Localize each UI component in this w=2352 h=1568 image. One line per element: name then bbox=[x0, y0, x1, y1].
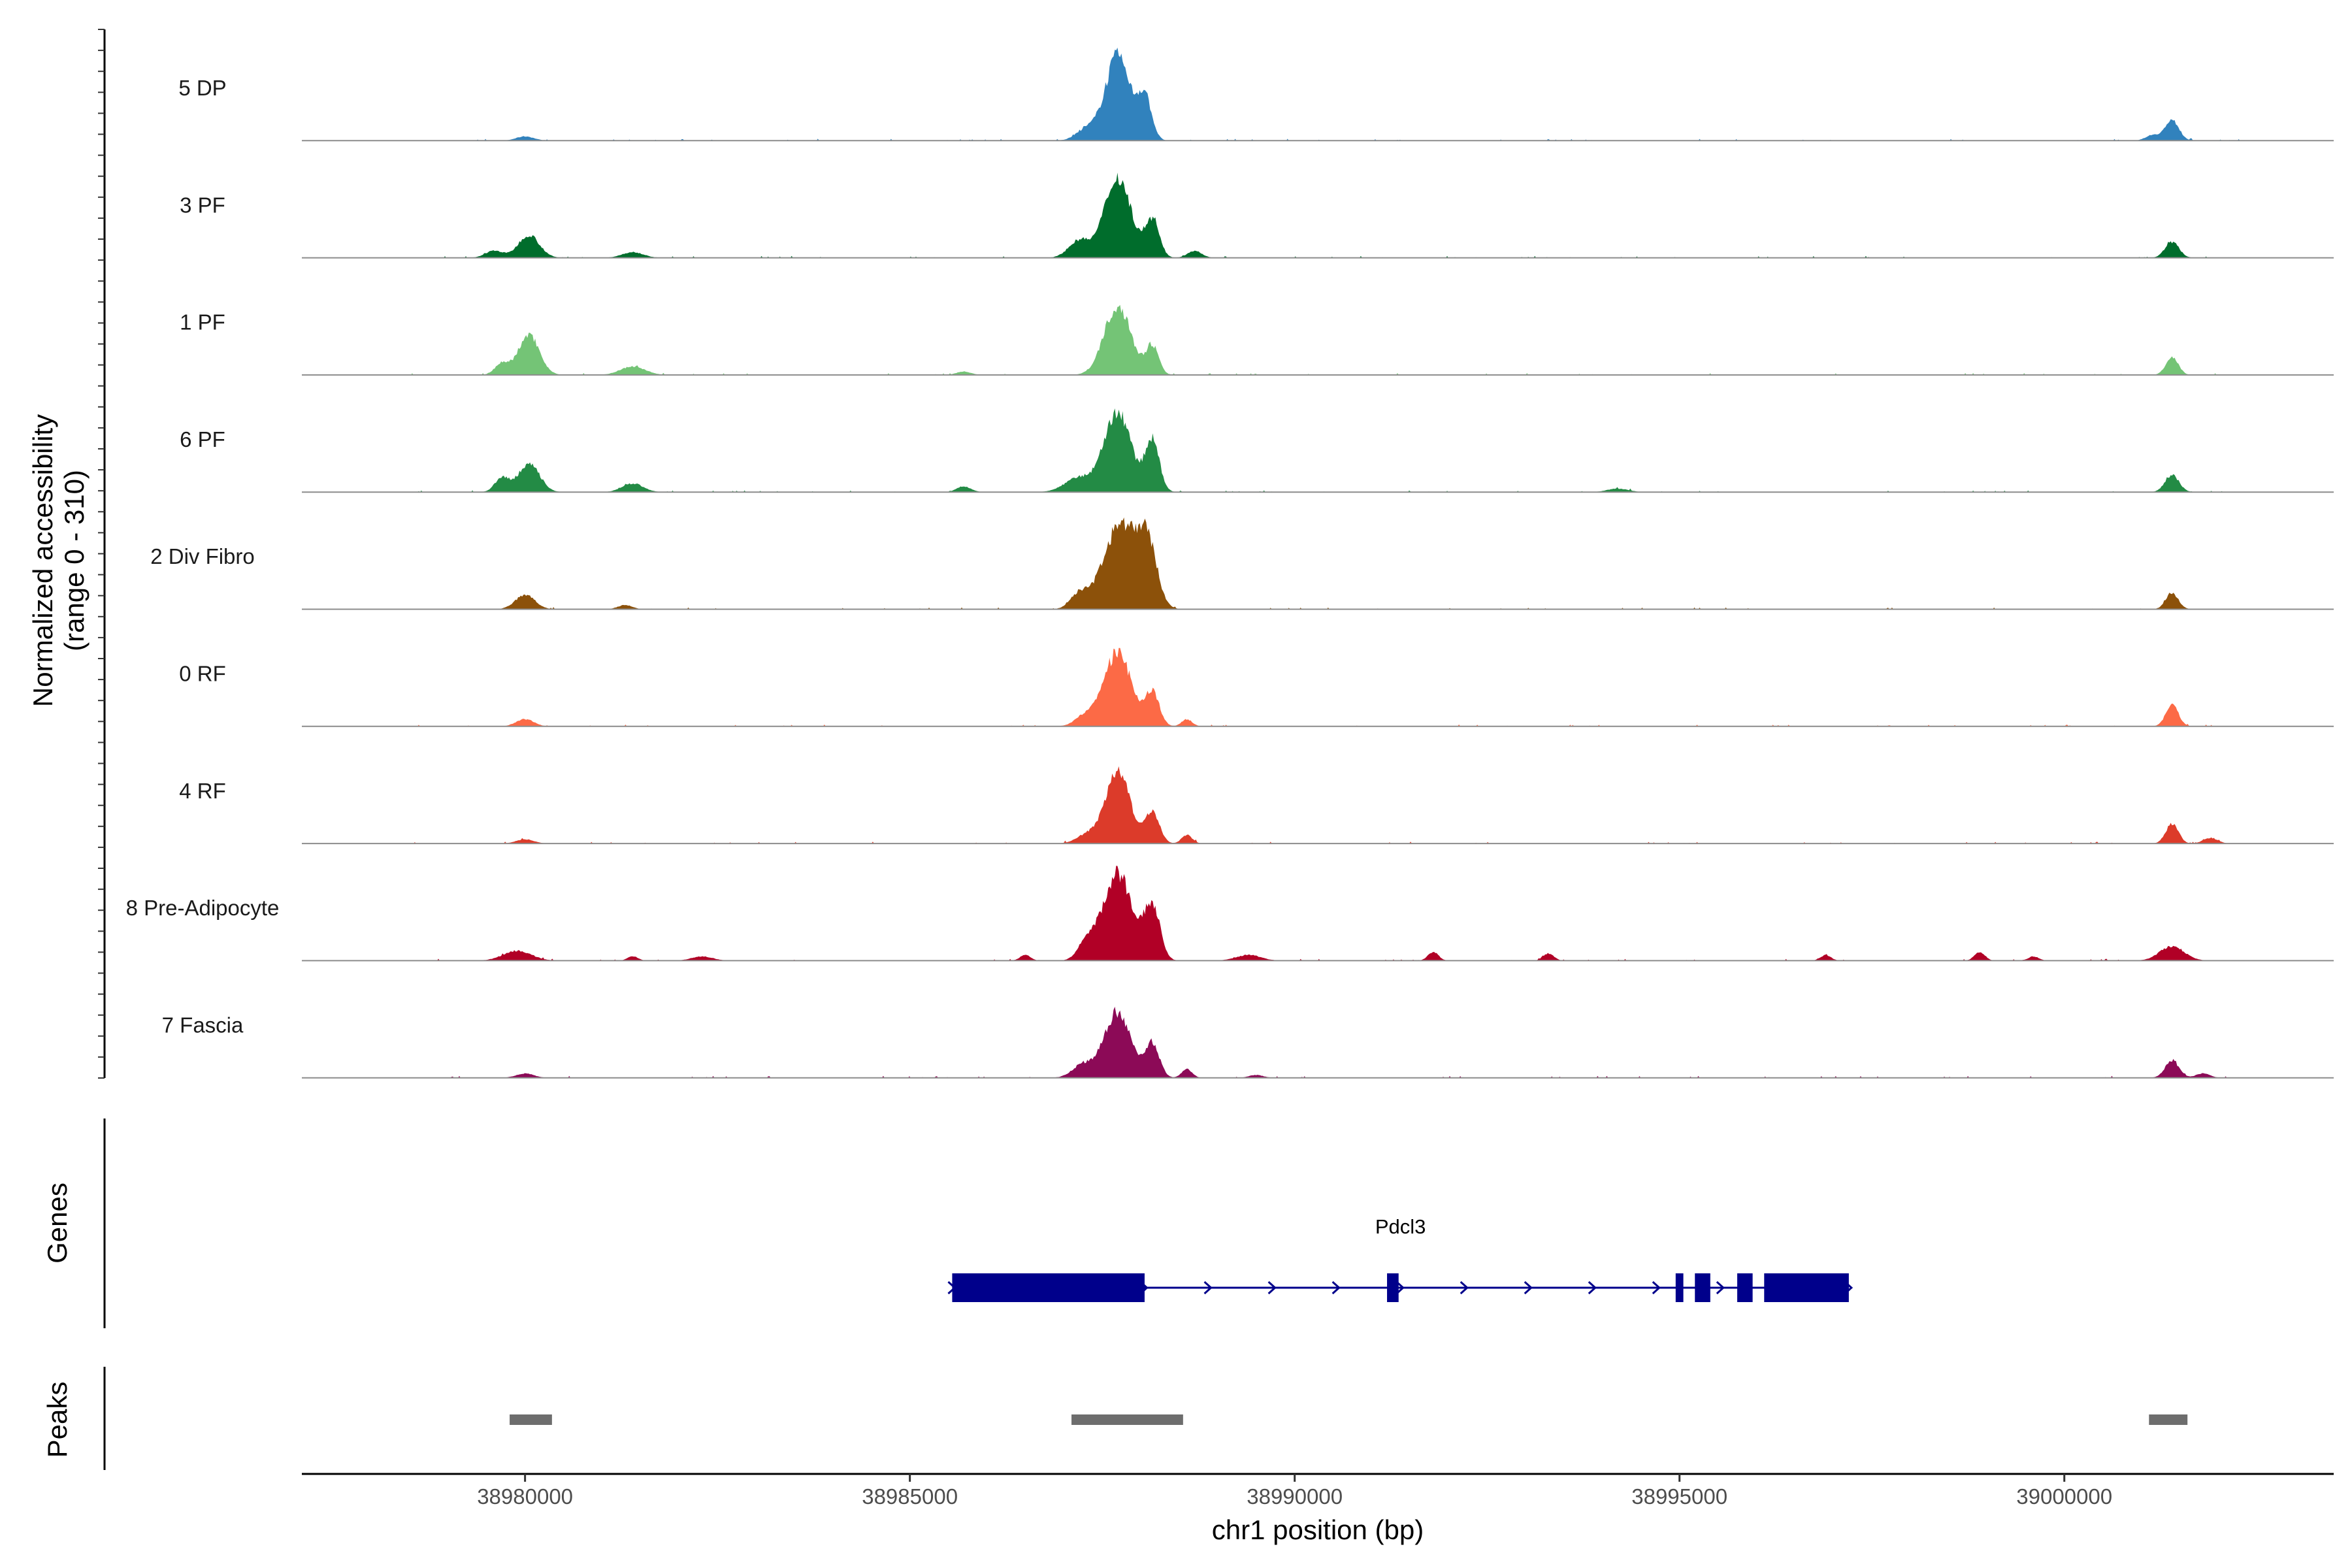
strand-arrow bbox=[1331, 1281, 1341, 1295]
coverage-area-6 bbox=[409, 766, 2242, 844]
coverage-area-2 bbox=[409, 304, 2242, 375]
track-label-2: 1 PF bbox=[180, 310, 225, 335]
strand-arrow bbox=[1203, 1281, 1213, 1295]
track-5: 0 RF bbox=[179, 647, 2334, 727]
x-tick-label: 38995000 bbox=[1631, 1484, 1727, 1509]
coverage-area-0 bbox=[409, 47, 2242, 141]
strand-arrow bbox=[1652, 1281, 1661, 1295]
strand-arrow bbox=[1460, 1281, 1469, 1295]
gene-exon-5 bbox=[1764, 1273, 1849, 1302]
track-label-4: 2 Div Fibro bbox=[150, 544, 255, 568]
track-3: 6 PF bbox=[180, 408, 2334, 493]
track-label-0: 5 DP bbox=[178, 76, 226, 100]
strand-arrow bbox=[1396, 1281, 1405, 1295]
coverage-area-3 bbox=[409, 408, 2242, 493]
track-label-7: 8 Pre-Adipocyte bbox=[126, 896, 280, 920]
track-label-1: 3 PF bbox=[180, 193, 225, 217]
genes-track-label: Genes bbox=[42, 1183, 73, 1264]
gene-exon-0 bbox=[952, 1273, 1145, 1302]
x-tick-label: 38985000 bbox=[862, 1484, 958, 1509]
y-axis bbox=[98, 29, 106, 1079]
x-tick-label: 39000000 bbox=[2016, 1484, 2112, 1509]
gene-label-pdcl3: Pdcl3 bbox=[1375, 1215, 1426, 1238]
peak-region-0 bbox=[510, 1414, 552, 1425]
peak-region-2 bbox=[2149, 1414, 2188, 1425]
coverage-tracks: 5 DP 3 PF 1 PF 6 PF 2 Div Fibro 0 RF 4 RF 8 Pre… bbox=[126, 47, 2334, 1079]
y-axis-title-line2: (range 0 - 310) bbox=[59, 470, 90, 651]
strand-arrow bbox=[1716, 1281, 1725, 1295]
peak-regions bbox=[510, 1414, 2188, 1425]
track-8: 7 Fascia bbox=[162, 1006, 2334, 1079]
peaks-track-label: Peaks bbox=[42, 1382, 73, 1458]
track-2: 1 PF bbox=[180, 304, 2334, 376]
strand-arrow bbox=[1524, 1281, 1533, 1295]
x-tick-label: 38990000 bbox=[1247, 1484, 1343, 1509]
track-7: 8 Pre-Adipocyte bbox=[126, 866, 2334, 962]
coverage-area-4 bbox=[409, 517, 2242, 610]
x-axis: 38980000 38985000 38990000 38995000 39000000 bbox=[302, 1473, 2334, 1509]
track-label-5: 0 RF bbox=[179, 662, 226, 686]
gene-exon-4 bbox=[1737, 1273, 1753, 1302]
x-axis-title: chr1 position (bp) bbox=[1212, 1514, 1424, 1545]
coverage-area-5 bbox=[409, 647, 2242, 727]
coverage-area-1 bbox=[409, 172, 2242, 258]
gene-exon-1 bbox=[1387, 1273, 1399, 1302]
track-label-3: 6 PF bbox=[180, 427, 225, 451]
track-0: 5 DP bbox=[178, 47, 2334, 142]
gene-track bbox=[947, 1273, 1854, 1302]
y-axis-title-line1: Normalized accessibility bbox=[27, 414, 58, 707]
track-4: 2 Div Fibro bbox=[150, 517, 2334, 610]
strand-arrow bbox=[1588, 1281, 1597, 1295]
track-1: 3 PF bbox=[180, 172, 2334, 259]
track-label-6: 4 RF bbox=[179, 779, 226, 803]
coverage-area-8 bbox=[409, 1006, 2242, 1078]
strand-arrow bbox=[1267, 1281, 1277, 1295]
peak-region-1 bbox=[1071, 1414, 1183, 1425]
gene-exon-3 bbox=[1695, 1273, 1710, 1302]
track-label-8: 7 Fascia bbox=[162, 1013, 244, 1037]
track-6: 4 RF bbox=[179, 766, 2334, 845]
gene-exon-2 bbox=[1675, 1273, 1684, 1302]
coverage-area-7 bbox=[409, 866, 2242, 961]
x-tick-label: 38980000 bbox=[477, 1484, 573, 1509]
